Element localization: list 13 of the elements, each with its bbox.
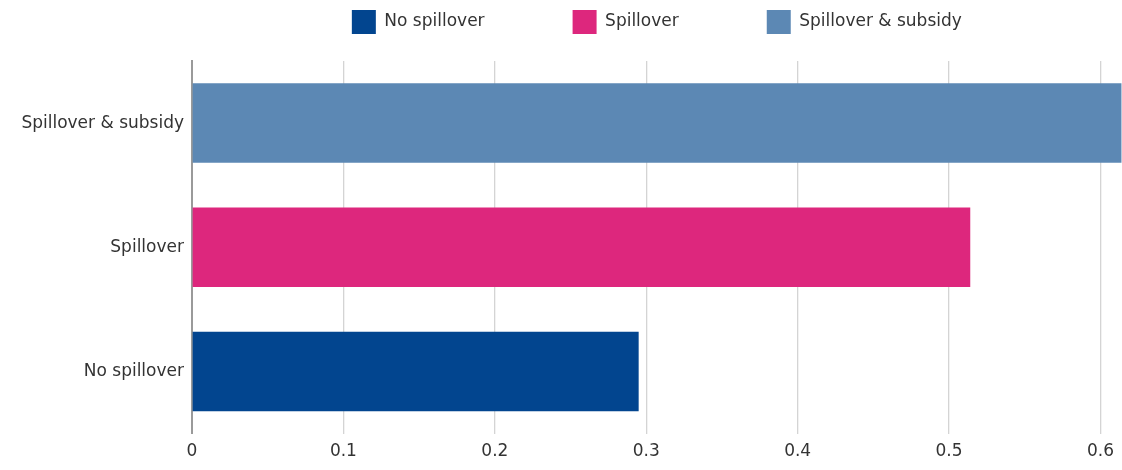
- legend-label: No spillover: [384, 10, 485, 31]
- x-tick-label: 0.1: [329, 440, 357, 461]
- legend-label: Spillover: [605, 10, 679, 31]
- y-tick-label: No spillover: [83, 359, 185, 380]
- x-tick-label: 0: [186, 440, 198, 461]
- x-tick-label: 0.6: [1086, 440, 1114, 461]
- x-tick-label: 0.5: [935, 440, 963, 461]
- x-tick-label: 0.3: [632, 440, 660, 461]
- legend-label: Spillover & subsidy: [799, 10, 962, 31]
- x-tick-label: 0.2: [481, 440, 509, 461]
- y-tick-label: Spillover & subsidy: [21, 111, 184, 132]
- x-tick-label: 0.4: [784, 440, 812, 461]
- y-tick-label: Spillover: [110, 235, 184, 256]
